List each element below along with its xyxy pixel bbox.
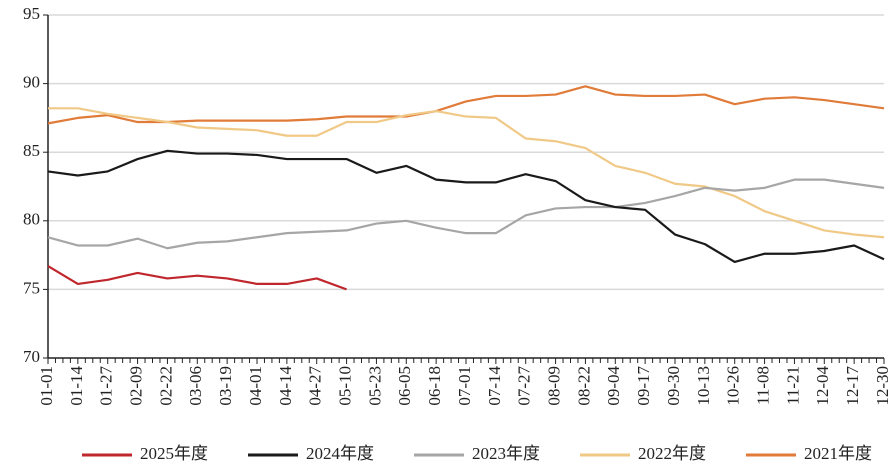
x-tick-label: 05-23 [365, 366, 384, 406]
x-tick-label: 04-01 [246, 366, 265, 406]
series-line [47, 265, 347, 291]
legend-label: 2021年度 [804, 444, 872, 463]
x-tick-label: 02-09 [126, 366, 145, 406]
x-tick-label: 01-01 [37, 366, 56, 406]
x-tick-label: 10-26 [724, 366, 743, 406]
x-tick-label: 09-04 [604, 366, 623, 406]
x-tick-label: 11-08 [753, 366, 772, 405]
series-line [48, 107, 885, 239]
y-tick-label: 70 [23, 347, 40, 366]
y-tick-label: 80 [23, 210, 40, 229]
x-tick-label: 06-18 [425, 366, 444, 406]
y-tick-label: 75 [23, 278, 40, 297]
legend-label: 2023年度 [472, 444, 540, 463]
series-line [47, 85, 885, 125]
x-tick-label: 01-14 [67, 366, 86, 406]
series-line [47, 178, 885, 250]
x-tick-label: 09-17 [634, 366, 653, 406]
x-tick-label: 11-21 [783, 366, 802, 405]
x-tick-label: 07-01 [455, 366, 474, 406]
series-line [47, 149, 885, 264]
legend-label: 2025年度 [140, 444, 208, 463]
x-tick-label: 04-14 [276, 366, 295, 406]
x-tick-label: 03-06 [186, 366, 205, 406]
x-tick-label: 04-27 [306, 366, 325, 406]
x-tick-label: 09-30 [664, 366, 683, 406]
y-tick-label: 85 [23, 141, 40, 160]
legend-label: 2024年度 [306, 444, 374, 463]
y-tick-label: 95 [23, 4, 40, 23]
x-tick-label: 07-27 [515, 366, 534, 406]
x-tick-label: 05-10 [335, 366, 354, 406]
legend-label: 2022年度 [638, 444, 706, 463]
x-tick-label: 07-14 [485, 366, 504, 406]
x-tick-label: 03-19 [216, 366, 235, 406]
x-tick-label: 08-09 [544, 366, 563, 406]
x-tick-label: 12-30 [873, 366, 892, 406]
x-tick-label: 12-17 [843, 366, 862, 406]
x-tick-label: 01-27 [97, 366, 116, 406]
x-tick-label: 08-22 [574, 366, 593, 406]
x-tick-label: 02-22 [156, 366, 175, 406]
x-tick-label: 06-05 [395, 366, 414, 406]
x-tick-label: 10-13 [694, 366, 713, 406]
x-tick-label: 12-04 [813, 366, 832, 406]
y-tick-label: 90 [23, 73, 40, 92]
